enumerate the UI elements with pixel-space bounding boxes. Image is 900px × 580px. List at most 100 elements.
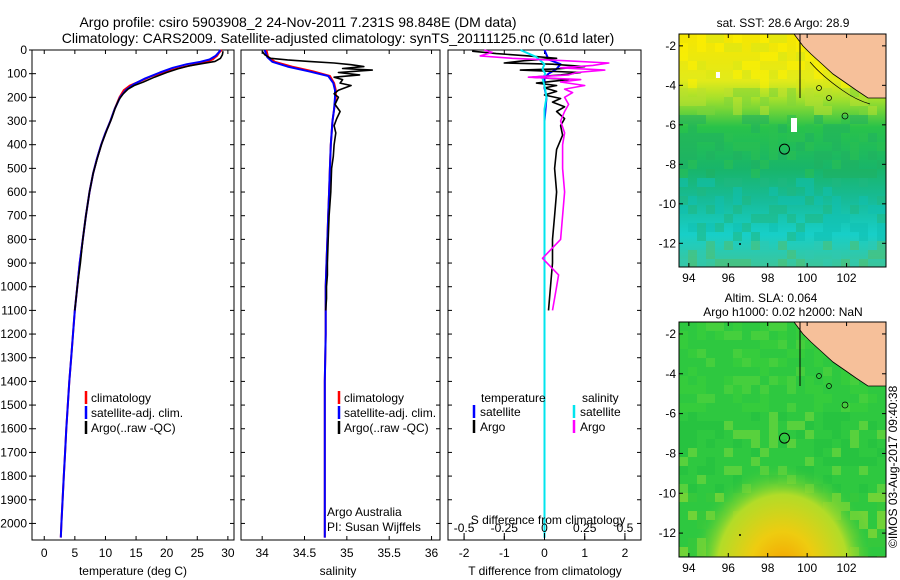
map-cell: [769, 142, 778, 151]
map-cell: [832, 142, 841, 151]
map-cell: [787, 151, 796, 160]
map-cell: [778, 259, 787, 267]
figure-title-line1: Argo profile: csiro 5903908_2 24-Nov-201…: [79, 14, 516, 30]
map-cell: [796, 259, 805, 267]
map-cell: [823, 232, 832, 241]
depth-axis: 0 100 200 300 400 500 600 700 800 900 1000 1100 1200…: [0, 43, 32, 530]
map-cell: [850, 88, 859, 97]
map-cell: [850, 223, 859, 232]
map-cell: [733, 142, 742, 151]
map-cell: [751, 142, 760, 151]
map-cell: [751, 241, 760, 250]
series-argo: [74, 51, 224, 311]
map-cell: [679, 52, 688, 61]
map-cell: [778, 52, 787, 61]
x-tick-label: 35: [340, 546, 354, 560]
map-cell: [805, 88, 814, 97]
map-cell: [814, 160, 823, 169]
map-cell: [715, 43, 724, 52]
salinity-legend: climatology satellite-adj. clim. Argo(..…: [327, 391, 436, 534]
sst-map-title: sat. SST: 28.6 Argo: 28.9: [717, 16, 850, 30]
map-y-tick-label: -6: [665, 118, 676, 132]
map-cell: [742, 196, 751, 205]
map-cell: [877, 223, 886, 232]
map-cell: [814, 151, 823, 160]
map-cell: [832, 133, 841, 142]
depth-tick-label: 1300: [0, 351, 27, 365]
s-tick-label: 0.5: [617, 521, 634, 535]
map-cell: [706, 34, 715, 43]
map-cell: [868, 241, 877, 250]
map-cell: [751, 115, 760, 124]
map-cell: [688, 124, 697, 133]
map-cell: [688, 142, 697, 151]
map-cell: [706, 205, 715, 214]
salinity-panel-frame: [240, 49, 441, 541]
map-cell: [787, 196, 796, 205]
map-cell: [814, 97, 823, 106]
depth-tick-label: 1900: [0, 493, 27, 507]
x-tick-label: 1: [581, 546, 588, 560]
map-cell: [733, 205, 742, 214]
map-cell: [742, 88, 751, 97]
map-cell: [787, 97, 796, 106]
map-cell: [769, 124, 778, 133]
legend-argo-label: Argo(..raw -QC): [91, 421, 176, 435]
map-cell: [778, 43, 787, 52]
map-cell: [706, 133, 715, 142]
map-cell: [787, 214, 796, 223]
map-cell: [796, 223, 805, 232]
map-cell: [841, 214, 850, 223]
difference-legend: temperature salinity satellite Argo sate…: [471, 391, 626, 527]
map-cell: [769, 52, 778, 61]
map-cell: [805, 169, 814, 178]
sla-map-image: [679, 322, 886, 557]
map-cell: [796, 142, 805, 151]
x-tick-label: -1: [499, 546, 510, 560]
map-cell: [769, 151, 778, 160]
map-x-tick-label: 98: [761, 561, 775, 575]
map-cell: [841, 259, 850, 267]
map-cell: [733, 43, 742, 52]
map-cell: [751, 169, 760, 178]
map-cell: [724, 43, 733, 52]
series-climatology: [59, 49, 223, 538]
map-cell: [724, 88, 733, 97]
temperature-legend: climatology satellite-adj. clim. Argo(..…: [84, 391, 183, 435]
legend-salinity-header: salinity: [582, 391, 619, 405]
map-cell: [805, 133, 814, 142]
map-cell: [706, 250, 715, 259]
map-cell: [769, 187, 778, 196]
map-cell: [859, 178, 868, 187]
series-argo: [261, 50, 374, 311]
map-cell: [697, 133, 706, 142]
legend-satellite-label: satellite-adj. clim.: [91, 406, 183, 420]
s-difference-title: S difference from climatology: [471, 513, 626, 527]
map-cell: [832, 214, 841, 223]
sst-argo-position-marker: [778, 143, 790, 155]
map-cell: [787, 232, 796, 241]
map-cell: [778, 151, 787, 160]
map-cell: [697, 106, 706, 115]
map-cell: [751, 151, 760, 160]
depth-tick-label: 400: [7, 138, 27, 152]
map-cell: [706, 169, 715, 178]
map-cell: [742, 259, 751, 267]
map-cell: [814, 61, 823, 70]
map-cell: [778, 70, 787, 79]
map-cell: [697, 115, 706, 124]
map-cell: [679, 43, 688, 52]
series-satellite-adj-clim-: [59, 49, 222, 538]
map-cell: [697, 223, 706, 232]
map-cell: [823, 88, 832, 97]
x-tick-label: 20: [160, 546, 174, 560]
depth-tick-label: 1000: [0, 280, 27, 294]
map-cell: [778, 88, 787, 97]
map-cell: [742, 223, 751, 232]
temperature-panel-frame: [31, 49, 235, 541]
map-cell: [814, 70, 823, 79]
map-cell: [733, 223, 742, 232]
map-cell: [868, 106, 877, 115]
map-cell: [715, 142, 724, 151]
map-cell: [787, 88, 796, 97]
